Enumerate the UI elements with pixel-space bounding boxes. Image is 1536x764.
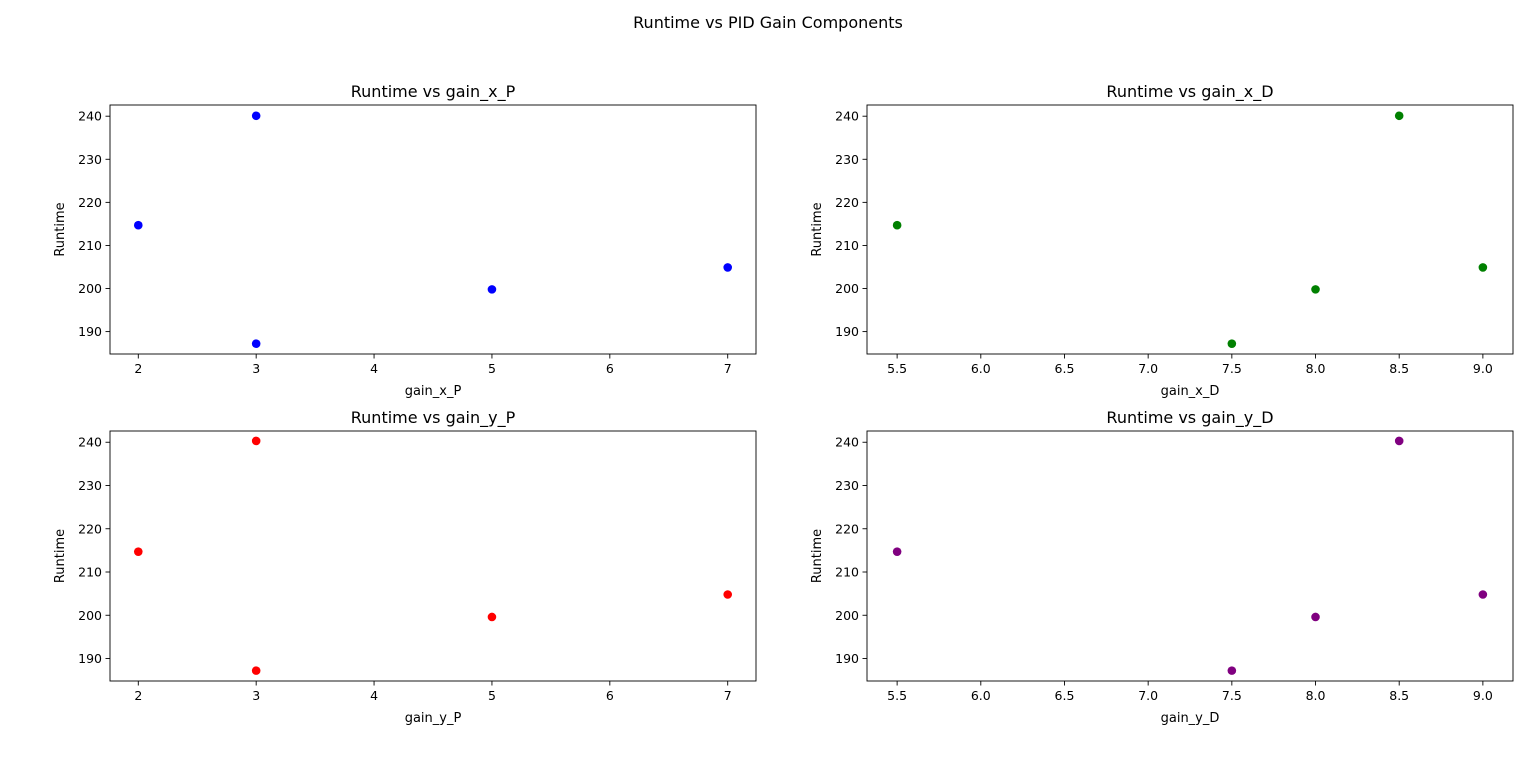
y-tick-label: 220 <box>78 195 102 210</box>
subplot-title: Runtime vs gain_x_D <box>1106 82 1273 102</box>
y-tick-label: 230 <box>835 478 859 493</box>
y-tick-label: 240 <box>78 109 102 124</box>
y-tick-label: 210 <box>835 238 859 253</box>
y-tick-label: 210 <box>78 565 102 580</box>
x-tick-label: 6.0 <box>971 361 991 376</box>
data-point <box>487 612 497 622</box>
x-tick-label: 4 <box>370 361 378 376</box>
x-tick-label: 7 <box>724 688 732 703</box>
x-tick-label: 8.5 <box>1389 688 1409 703</box>
x-tick-label: 9.0 <box>1473 361 1493 376</box>
data-point <box>1311 612 1320 622</box>
plot-frame <box>866 430 1514 682</box>
y-tick-label: 200 <box>835 608 859 623</box>
x-axis-label: gain_y_D <box>1161 711 1220 726</box>
x-tick-label: 9.0 <box>1473 688 1493 703</box>
subplot-title: Runtime vs gain_y_P <box>351 408 516 428</box>
x-tick-label: 8.0 <box>1306 688 1326 703</box>
x-axis-label: gain_x_D <box>1161 384 1220 399</box>
data-point <box>723 263 733 272</box>
data-point <box>1311 285 1320 294</box>
y-tick-label: 210 <box>835 565 859 580</box>
x-tick-label: 6.0 <box>971 688 991 703</box>
x-axis-label: gain_y_P <box>405 711 462 726</box>
y-tick-label: 190 <box>78 651 102 666</box>
x-axis-label: gain_x_P <box>405 384 462 399</box>
y-tick-label: 240 <box>835 109 859 124</box>
data-point <box>892 220 902 230</box>
y-tick-label: 200 <box>78 281 102 296</box>
data-point <box>251 111 261 121</box>
plot-frame <box>109 104 757 355</box>
subplot-4: Runtime vs gain_y_D 5.5 6.0 6.5 7.0 7.5 8.0 8.5… <box>810 408 1514 726</box>
subplot-title: Runtime vs gain_x_P <box>351 82 516 102</box>
subplot-3: Runtime vs gain_y_P 2 3 4 5 6 7 190 200 210 220 230… <box>53 408 757 726</box>
x-tick-label: 3 <box>252 361 260 376</box>
data-point <box>1394 111 1404 121</box>
y-axis-label: Runtime <box>810 202 825 256</box>
data-point <box>251 339 261 348</box>
data-point <box>251 436 261 446</box>
data-point <box>133 547 143 556</box>
x-tick-label: 5.5 <box>887 688 907 703</box>
y-tick-label: 200 <box>835 281 859 296</box>
y-tick-label: 220 <box>78 521 102 536</box>
y-tick-label: 220 <box>835 195 859 210</box>
y-axis-label: Runtime <box>53 202 68 256</box>
subplot-1: Runtime vs gain_x_P 2 3 4 5 6 7 190 200 210 220 230… <box>53 82 757 399</box>
x-tick-label: 7.0 <box>1138 361 1158 376</box>
data-point <box>487 285 497 294</box>
y-axis-label: Runtime <box>53 529 68 583</box>
y-tick-label: 190 <box>835 324 859 339</box>
x-tick-label: 8.5 <box>1389 361 1409 376</box>
x-tick-label: 4 <box>370 688 378 703</box>
data-point <box>1227 339 1237 348</box>
plot-frame <box>866 104 1514 355</box>
y-tick-label: 240 <box>78 435 102 450</box>
x-tick-label: 3 <box>252 688 260 703</box>
data-point <box>251 666 261 675</box>
subplot-grid: Runtime vs gain_x_P 2 3 4 5 6 7 190 200 210 220 230… <box>53 82 1514 726</box>
data-point <box>1227 666 1237 675</box>
x-tick-label: 5 <box>488 361 496 376</box>
subplot-title: Runtime vs gain_y_D <box>1106 408 1273 428</box>
x-tick-label: 7.5 <box>1222 688 1242 703</box>
y-tick-label: 210 <box>78 238 102 253</box>
x-tick-label: 2 <box>134 688 142 703</box>
y-tick-label: 230 <box>835 152 859 167</box>
data-point <box>1478 263 1488 272</box>
y-tick-label: 190 <box>78 324 102 339</box>
x-tick-label: 6.5 <box>1055 688 1075 703</box>
x-tick-label: 7.5 <box>1222 361 1242 376</box>
data-point <box>1394 436 1404 446</box>
x-tick-label: 6.5 <box>1055 361 1075 376</box>
y-tick-label: 240 <box>835 435 859 450</box>
data-point <box>133 220 143 230</box>
plot-frame <box>109 430 757 682</box>
y-tick-label: 230 <box>78 478 102 493</box>
x-tick-label: 6 <box>606 688 614 703</box>
subplot-2: Runtime vs gain_x_D 5.5 6.0 6.5 7.0 7.5 8.0 8.5… <box>810 82 1514 399</box>
x-tick-label: 2 <box>134 361 142 376</box>
x-tick-label: 5.5 <box>887 361 907 376</box>
x-tick-label: 5 <box>488 688 496 703</box>
y-tick-label: 190 <box>835 651 859 666</box>
y-tick-label: 200 <box>78 608 102 623</box>
x-tick-label: 7.0 <box>1138 688 1158 703</box>
figure-suptitle: Runtime vs PID Gain Components <box>633 13 903 32</box>
y-axis-label: Runtime <box>810 529 825 583</box>
x-tick-label: 6 <box>606 361 614 376</box>
y-tick-label: 220 <box>835 521 859 536</box>
y-tick-label: 230 <box>78 152 102 167</box>
data-point <box>1478 590 1488 599</box>
data-point <box>723 590 733 599</box>
x-tick-label: 7 <box>724 361 732 376</box>
data-point <box>892 547 902 556</box>
x-tick-label: 8.0 <box>1306 361 1326 376</box>
